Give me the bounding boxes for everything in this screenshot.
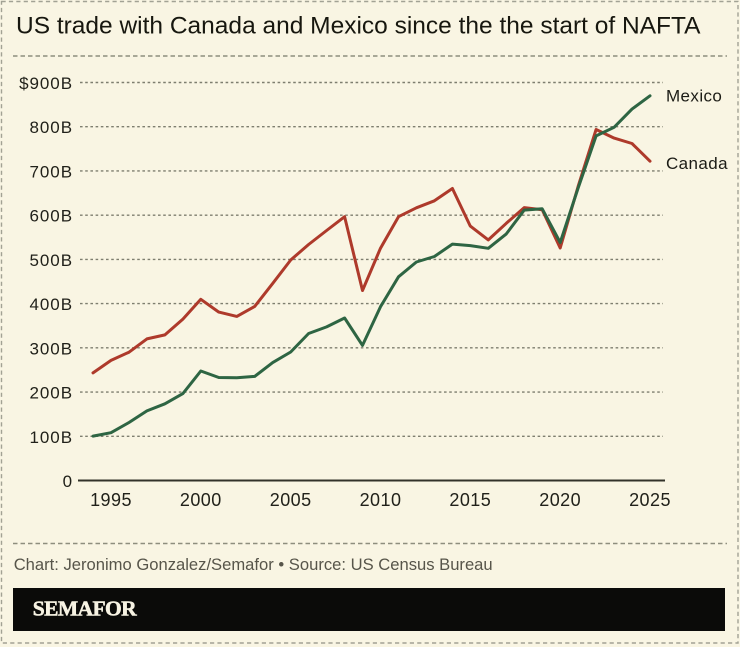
svg-text:0: 0 [63, 472, 73, 491]
svg-text:300B: 300B [29, 339, 73, 358]
svg-text:1995: 1995 [90, 490, 132, 510]
svg-text:Canada: Canada [666, 154, 728, 173]
svg-text:800B: 800B [29, 118, 73, 137]
svg-text:2025: 2025 [629, 490, 671, 510]
svg-text:2010: 2010 [360, 490, 402, 510]
svg-text:400B: 400B [29, 295, 73, 314]
svg-text:2000: 2000 [180, 490, 222, 510]
svg-text:SEMAFOR: SEMAFOR [33, 597, 137, 621]
svg-text:2020: 2020 [539, 490, 581, 510]
svg-text:600B: 600B [29, 207, 73, 226]
svg-text:200B: 200B [29, 384, 73, 403]
svg-text:2005: 2005 [270, 490, 312, 510]
svg-text:700B: 700B [29, 162, 73, 181]
svg-text:US trade with Canada and Mexic: US trade with Canada and Mexico since th… [16, 13, 701, 40]
svg-text:500B: 500B [29, 251, 73, 270]
svg-text:2015: 2015 [449, 490, 491, 510]
svg-text:$900B: $900B [19, 74, 73, 93]
svg-text:Mexico: Mexico [666, 87, 722, 106]
svg-text:100B: 100B [29, 428, 73, 447]
svg-text:Chart: Jeronimo Gonzalez/Semaf: Chart: Jeronimo Gonzalez/Semafor • Sourc… [14, 555, 493, 574]
